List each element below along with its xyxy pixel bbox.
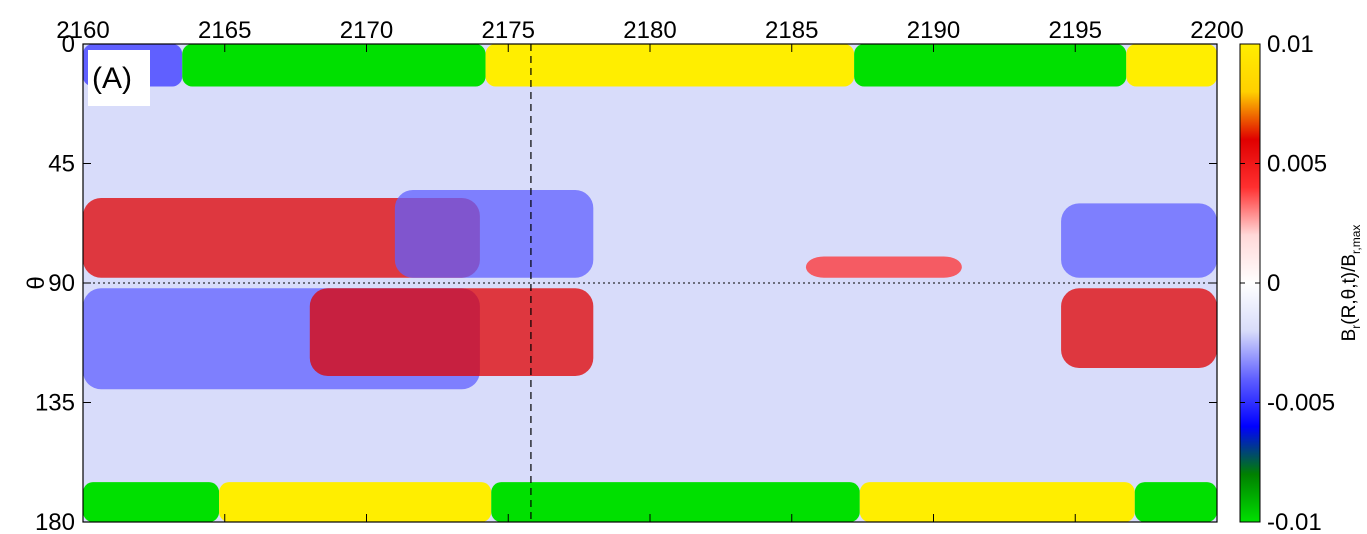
colorbar-tick-label: 0	[1267, 270, 1280, 297]
south-polar-cap	[491, 482, 860, 522]
north-polar-cap	[485, 44, 855, 87]
x-tick-label: 2200	[1190, 17, 1243, 44]
field-band	[309, 288, 594, 376]
south-polar-cap	[83, 482, 220, 522]
field-band	[83, 198, 480, 278]
north-polar-cap	[854, 44, 1127, 87]
x-tick-label: 2170	[340, 17, 393, 44]
x-tick-label: 2165	[198, 17, 251, 44]
y-tick-label: 180	[35, 509, 75, 534]
colorbar: 0.01 0.005 0 -0.005 -0.01 Br(R,θ,t)/Br,max	[1239, 31, 1363, 534]
y-tick-label: 135	[35, 390, 75, 417]
x-tick-label: 2185	[765, 17, 818, 44]
x-tick-label: 2195	[1049, 17, 1102, 44]
south-polar-cap	[1134, 482, 1217, 522]
colorbar-tick-label: -0.005	[1267, 390, 1335, 417]
panel-label-background	[88, 50, 150, 106]
south-polar-cap	[219, 482, 492, 522]
south-polar-cap	[859, 482, 1135, 522]
colorbar-tick-label: 0.01	[1267, 31, 1314, 58]
field-band	[805, 256, 962, 278]
field-band	[1061, 203, 1217, 278]
x-tick-label: 2190	[907, 17, 960, 44]
heatmap-plot-area: 2160 2165 2170 2175 2180 2185 2190 2195 2200 0 45…	[35, 17, 1244, 534]
north-polar-cap	[1126, 44, 1217, 87]
y-tick-label: 45	[48, 151, 75, 178]
x-tick-label: 2180	[623, 17, 676, 44]
x-tick-label: 2160	[56, 17, 109, 44]
x-tick-label: 2175	[482, 17, 535, 44]
colorbar-tick-label: -0.01	[1267, 509, 1322, 534]
x-axis-ticks: 2160 2165 2170 2175 2180 2185 2190 2195 2200	[56, 17, 1244, 522]
colorbar-tick-label: 0.005	[1267, 151, 1327, 178]
panel-label: (A)	[92, 62, 132, 95]
field-band	[1061, 288, 1217, 368]
colorbar-label: Br(R,θ,t)/Br,max	[1339, 225, 1363, 342]
colorbar-ticks: 0.01 0.005 0 -0.005 -0.01	[1240, 31, 1335, 534]
y-tick-label: 90	[48, 270, 75, 297]
y-axis-label: θ	[23, 276, 50, 289]
y-axis-ticks: 0 45 90 135 180	[35, 31, 1217, 534]
north-polar-cap	[182, 44, 486, 87]
heatmap-field	[83, 44, 1217, 522]
field-band	[394, 190, 594, 278]
y-tick-label: 0	[62, 31, 75, 58]
